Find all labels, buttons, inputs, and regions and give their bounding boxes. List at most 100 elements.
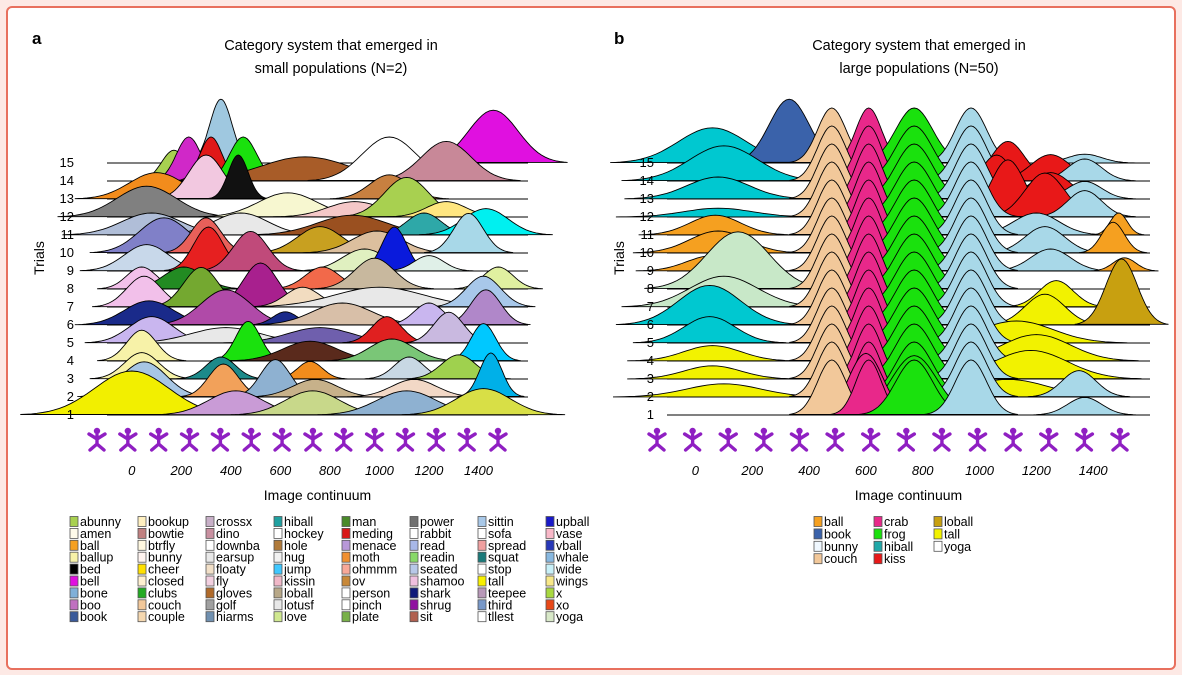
legend-swatch [69, 516, 79, 527]
density-curve [57, 185, 236, 218]
legend-swatch [545, 563, 555, 575]
legend-label: love [284, 610, 307, 624]
legend-swatch [205, 587, 215, 599]
chart-title-line: Category system that emerged in [224, 38, 438, 54]
legend-label: seated [420, 563, 458, 577]
glyph-head [1009, 427, 1017, 435]
glyph-head [217, 427, 224, 435]
legend-swatch [341, 551, 351, 563]
legend-label: ohmmm [352, 563, 397, 577]
legend-label: ballup [80, 551, 113, 565]
x-tick-label: 1200 [414, 463, 444, 478]
legend-swatch [813, 553, 823, 565]
legend-label: hole [284, 539, 308, 553]
legend-label: power [420, 515, 454, 529]
glyph-body [1039, 432, 1059, 452]
legend-label: meding [352, 527, 393, 541]
density-curve [97, 329, 187, 362]
glyph-body [364, 432, 385, 452]
legend-swatch [477, 539, 487, 551]
x-tick-label: 1000 [965, 463, 995, 478]
legend-label: sofa [488, 527, 512, 541]
y-tick-label: 9 [67, 263, 74, 278]
legend-label: book [80, 610, 108, 624]
legend-swatch [205, 575, 215, 587]
glyph-body [932, 432, 952, 452]
glyph-body [488, 432, 508, 452]
density-curve [314, 257, 434, 290]
y-tick-label: 15 [60, 155, 74, 170]
y-tick-label: 6 [647, 317, 654, 332]
legend-swatch [545, 599, 555, 611]
y-tick-label: 5 [647, 335, 654, 350]
glyph-head [309, 427, 317, 435]
legend-label: hug [284, 551, 305, 565]
legend-swatch [69, 611, 79, 623]
legend-label: ball [824, 515, 843, 529]
legend-swatch [933, 528, 943, 540]
density-curve [1027, 370, 1131, 398]
legend-swatch [341, 516, 351, 527]
legend-label: cheer [148, 563, 179, 577]
panel-letter: a [32, 29, 42, 48]
glyph-body [303, 432, 323, 452]
legend-swatch [273, 587, 283, 599]
legend-label: whale [555, 551, 589, 565]
density-curve [615, 284, 804, 326]
y-tick-label: 11 [61, 227, 75, 242]
y-tick-label: 2 [647, 389, 654, 404]
legend-swatch [545, 611, 555, 623]
legend-swatch [341, 611, 351, 623]
legend-label: tllest [488, 610, 514, 624]
legend-label: bone [80, 586, 108, 600]
glyph-body [426, 432, 447, 452]
legend-label: crab [884, 515, 908, 529]
glyph-body [395, 432, 416, 452]
legend-label: pinch [352, 598, 382, 612]
legend-label: loball [284, 586, 313, 600]
legend-swatch [69, 528, 79, 539]
legend-swatch [873, 516, 883, 527]
x-tick-label: 800 [319, 463, 341, 478]
legend-label: teepee [488, 586, 526, 600]
y-tick-label: 7 [67, 299, 74, 314]
legend-swatch [545, 575, 555, 587]
legend-label: person [352, 586, 390, 600]
x-tick-label: 800 [912, 463, 934, 478]
legend-swatch [409, 528, 419, 539]
legend-label: downba [216, 539, 260, 553]
legend-swatch [205, 611, 215, 623]
legend-swatch [873, 540, 883, 552]
density-curve [1074, 258, 1169, 325]
legend-swatch [545, 539, 555, 551]
legend-label: sittin [488, 515, 514, 529]
density-curve [457, 352, 525, 397]
density-curve [624, 176, 812, 200]
glyph-body [457, 432, 477, 452]
legend-swatch [477, 575, 487, 587]
glyph-body [1110, 432, 1130, 452]
legend-swatch [341, 599, 351, 611]
y-tick-label: 10 [640, 245, 654, 260]
glyph-head [867, 427, 874, 435]
x-tick-label: 1400 [1079, 463, 1109, 478]
legend-swatch [477, 516, 487, 527]
legend-swatch [273, 563, 283, 575]
glyph-head [124, 427, 132, 435]
image-continuum-glyphs [647, 427, 1130, 452]
legend-swatch [69, 539, 79, 551]
legend-label: dino [216, 527, 240, 541]
legend-swatch [933, 540, 943, 552]
chart-title-line: Category system that emerged in [812, 38, 1026, 54]
legend-swatch [137, 528, 147, 539]
glyph-head [1045, 427, 1052, 435]
y-tick-label: 12 [640, 209, 654, 224]
x-tick-label: 0 [128, 463, 136, 478]
legend-label: x [556, 586, 563, 600]
x-tick-label: 200 [740, 463, 763, 478]
legend-label: read [420, 539, 445, 553]
x-tick-label: 1400 [464, 463, 494, 478]
